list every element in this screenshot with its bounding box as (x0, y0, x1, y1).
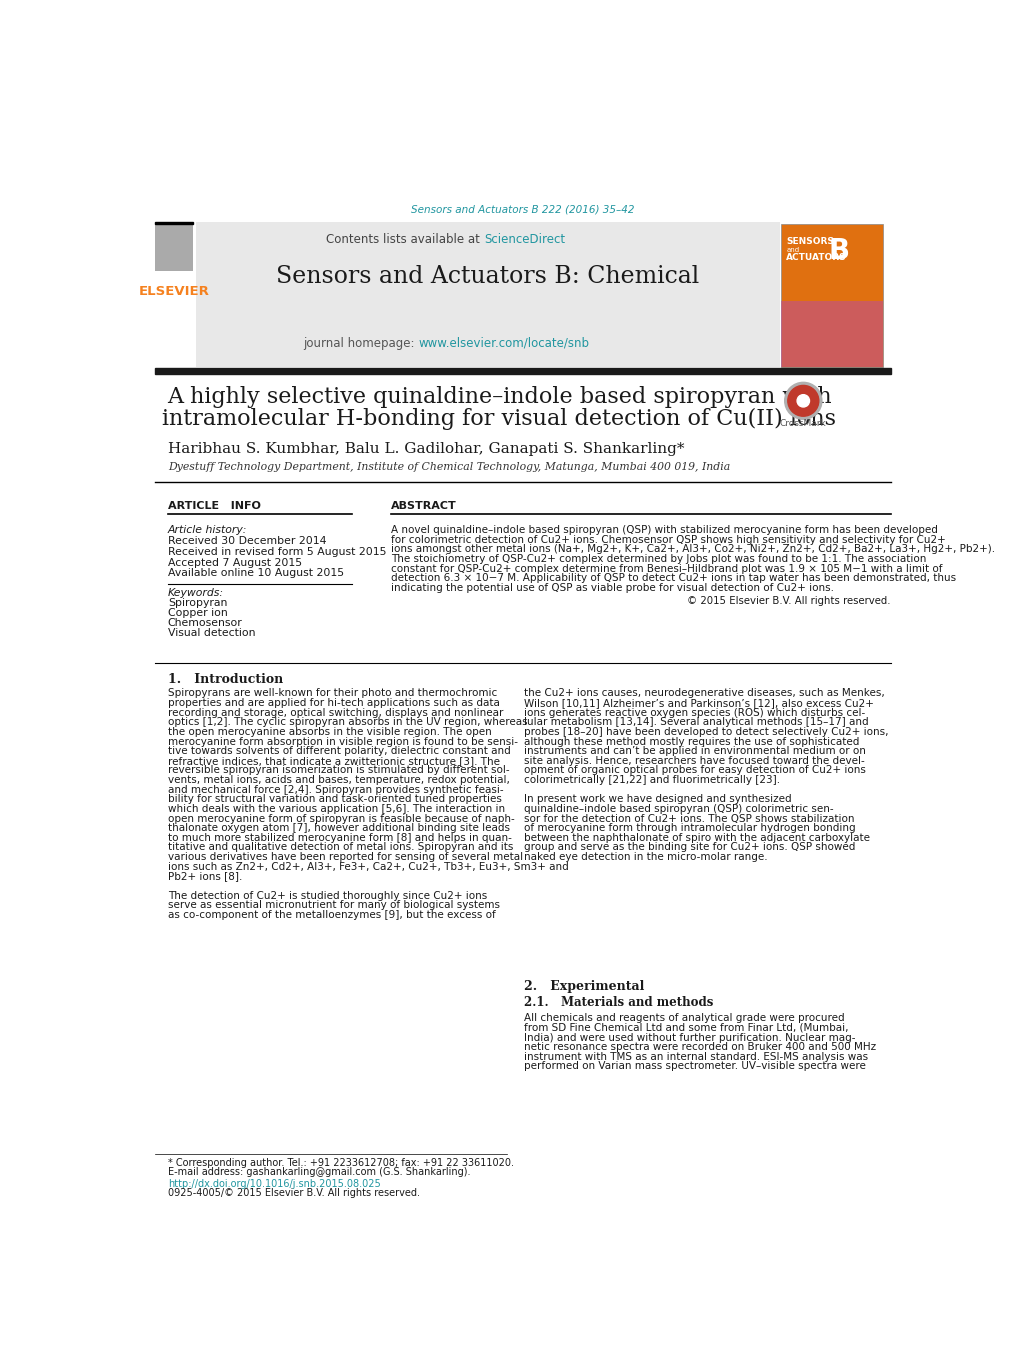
Text: reversible spiropyran isomerization is stimulated by different sol-: reversible spiropyran isomerization is s… (168, 766, 508, 775)
Bar (155, 222, 194, 224)
Text: open merocyanine form of spiropyran is feasible because of naph-: open merocyanine form of spiropyran is f… (168, 813, 514, 824)
Text: 0925-4005/© 2015 Elsevier B.V. All rights reserved.: 0925-4005/© 2015 Elsevier B.V. All right… (168, 1188, 420, 1198)
Text: group and serve as the binding site for Cu2+ ions. QSP showed: group and serve as the binding site for … (524, 843, 855, 852)
Text: optics [1,2]. The cyclic spiropyran absorbs in the UV region, whereas: optics [1,2]. The cyclic spiropyran abso… (168, 717, 527, 727)
Text: Received 30 December 2014: Received 30 December 2014 (168, 536, 326, 546)
Text: detection 6.3 × 10−7 M. Applicability of QSP to detect Cu2+ ions in tap water ha: detection 6.3 × 10−7 M. Applicability of… (390, 573, 955, 584)
Text: A novel quinaldine–indole based spiropyran (QSP) with stabilized merocyanine for: A novel quinaldine–indole based spiropyr… (390, 526, 936, 535)
Text: Visual detection: Visual detection (168, 628, 255, 639)
Text: Spiropyrans are well-known for their photo and thermochromic: Spiropyrans are well-known for their pho… (168, 689, 496, 698)
Text: Haribhau S. Kumbhar, Balu L. Gadilohar, Ganapati S. Shankarling*: Haribhau S. Kumbhar, Balu L. Gadilohar, … (168, 442, 684, 455)
Bar (155, 224, 194, 270)
Text: probes [18–20] have been developed to detect selectively Cu2+ ions,: probes [18–20] have been developed to de… (524, 727, 888, 736)
Text: instruments and can’t be applied in environmental medium or on: instruments and can’t be applied in envi… (524, 746, 865, 757)
Text: from SD Fine Chemical Ltd and some from Finar Ltd, (Mumbai,: from SD Fine Chemical Ltd and some from … (524, 1023, 848, 1034)
Text: Pb2+ ions [8].: Pb2+ ions [8]. (168, 871, 242, 881)
Text: performed on Varian mass spectrometer. UV–visible spectra were: performed on Varian mass spectrometer. U… (524, 1062, 865, 1071)
Text: ELSEVIER: ELSEVIER (139, 285, 209, 299)
Circle shape (787, 385, 818, 416)
Text: constant for QSP-Cu2+ complex determine from Benesi–Hildbrand plot was 1.9 × 105: constant for QSP-Cu2+ complex determine … (390, 563, 942, 574)
Text: Sensors and Actuators B 222 (2016) 35–42: Sensors and Actuators B 222 (2016) 35–42 (411, 205, 634, 215)
Text: Article history:: Article history: (168, 526, 247, 535)
Text: www.elsevier.com/locate/snb: www.elsevier.com/locate/snb (418, 336, 589, 350)
Text: 2.   Experimental: 2. Experimental (524, 979, 644, 993)
Text: * Corresponding author. Tel.: +91 2233612708; fax: +91 22 33611020.: * Corresponding author. Tel.: +91 223361… (168, 1158, 514, 1169)
Text: site analysis. Hence, researchers have focused toward the devel-: site analysis. Hence, researchers have f… (524, 755, 864, 766)
Text: titative and qualitative detection of metal ions. Spiropyran and its: titative and qualitative detection of me… (168, 843, 513, 852)
Text: naked eye detection in the micro-molar range.: naked eye detection in the micro-molar r… (524, 852, 767, 862)
Text: ACTUATORS: ACTUATORS (786, 253, 846, 262)
Text: Received in revised form 5 August 2015: Received in revised form 5 August 2015 (168, 547, 386, 557)
Text: Contents lists available at: Contents lists available at (326, 232, 484, 246)
Text: although these method mostly requires the use of sophisticated: although these method mostly requires th… (524, 736, 859, 747)
Text: ScienceDirect: ScienceDirect (484, 232, 565, 246)
Text: E-mail address: gashankarling@gmail.com (G.S. Shankarling).: E-mail address: gashankarling@gmail.com … (168, 1167, 470, 1177)
Text: CrossMark: CrossMark (780, 419, 825, 428)
Text: lular metabolism [13,14]. Several analytical methods [15–17] and: lular metabolism [13,14]. Several analyt… (524, 717, 868, 727)
Text: Copper ion: Copper ion (168, 608, 227, 619)
Text: Available online 10 August 2015: Available online 10 August 2015 (168, 569, 343, 578)
Text: Spiropyran: Spiropyran (168, 598, 227, 608)
Text: refractive indices, that indicate a zwitterionic structure [3]. The: refractive indices, that indicate a zwit… (168, 755, 499, 766)
Text: Wilson [10,11] Alzheimer’s and Parkinson’s [12], also excess Cu2+: Wilson [10,11] Alzheimer’s and Parkinson… (524, 698, 873, 708)
Text: Dyestuff Technology Department, Institute of Chemical Technology, Matunga, Mumba: Dyestuff Technology Department, Institut… (168, 462, 730, 471)
Bar (155, 369, 890, 374)
Text: bility for structural variation and task-oriented tuned properties: bility for structural variation and task… (168, 794, 501, 804)
Text: quinaldine–indole based spiropyran (QSP) colorimetric sen-: quinaldine–indole based spiropyran (QSP)… (524, 804, 834, 813)
Text: colorimetrically [21,22] and fluorimetrically [23].: colorimetrically [21,22] and fluorimetri… (524, 775, 780, 785)
Text: Sensors and Actuators B: Chemical: Sensors and Actuators B: Chemical (276, 265, 699, 288)
Text: journal homepage:: journal homepage: (303, 336, 418, 350)
Text: All chemicals and reagents of analytical grade were procured: All chemicals and reagents of analytical… (524, 1013, 844, 1023)
Text: Keywords:: Keywords: (168, 588, 223, 598)
Text: B: B (828, 236, 849, 265)
Text: tive towards solvents of different polarity, dielectric constant and: tive towards solvents of different polar… (168, 746, 511, 757)
Text: ABSTRACT: ABSTRACT (390, 500, 457, 511)
Bar (781, 301, 882, 367)
Text: netic resonance spectra were recorded on Bruker 400 and 500 MHz: netic resonance spectra were recorded on… (524, 1042, 875, 1052)
Text: between the naphthalonate of spiro with the adjacent carboxylate: between the naphthalonate of spiro with … (524, 832, 869, 843)
Text: instrument with TMS as an internal standard. ESI-MS analysis was: instrument with TMS as an internal stand… (524, 1052, 867, 1062)
Text: various derivatives have been reported for sensing of several metal: various derivatives have been reported f… (168, 852, 523, 862)
Text: the open merocyanine absorbs in the visible region. The open: the open merocyanine absorbs in the visi… (168, 727, 491, 736)
Text: intramolecular H-bonding for visual detection of Cu(II) ions: intramolecular H-bonding for visual dete… (162, 408, 836, 431)
Text: Chemosensor: Chemosensor (168, 619, 243, 628)
Text: merocyanine form absorption in visible region is found to be sensi-: merocyanine form absorption in visible r… (168, 736, 518, 747)
Text: ions such as Zn2+, Cd2+, Al3+, Fe3+, Ca2+, Cu2+, Tb3+, Eu3+, Sm3+ and: ions such as Zn2+, Cd2+, Al3+, Fe3+, Ca2… (168, 862, 568, 871)
Text: ions amongst other metal ions (Na+, Mg2+, K+, Ca2+, Al3+, Co2+, Ni2+, Zn2+, Cd2+: ions amongst other metal ions (Na+, Mg2+… (390, 544, 995, 554)
Text: The detection of Cu2+ is studied thoroughly since Cu2+ ions: The detection of Cu2+ is studied thoroug… (168, 890, 487, 901)
Text: 2.1.   Materials and methods: 2.1. Materials and methods (524, 997, 713, 1009)
Bar (196, 222, 780, 367)
Bar (781, 224, 882, 367)
Text: serve as essential micronutrient for many of biological systems: serve as essential micronutrient for man… (168, 900, 499, 911)
Text: vents, metal ions, acids and bases, temperature, redox potential,: vents, metal ions, acids and bases, temp… (168, 775, 510, 785)
Text: to much more stabilized merocyanine form [8] and helps in quan-: to much more stabilized merocyanine form… (168, 832, 512, 843)
Text: and: and (786, 247, 799, 253)
Text: http://dx.doi.org/10.1016/j.snb.2015.08.025: http://dx.doi.org/10.1016/j.snb.2015.08.… (168, 1179, 380, 1189)
Text: recording and storage, optical switching, displays and nonlinear: recording and storage, optical switching… (168, 708, 502, 717)
Text: properties and are applied for hi-tech applications such as data: properties and are applied for hi-tech a… (168, 698, 499, 708)
Text: of merocyanine form through intramolecular hydrogen bonding: of merocyanine form through intramolecul… (524, 823, 855, 834)
Text: The stoichiometry of QSP-Cu2+ complex determined by Jobs plot was found to be 1:: The stoichiometry of QSP-Cu2+ complex de… (390, 554, 925, 565)
Text: © 2015 Elsevier B.V. All rights reserved.: © 2015 Elsevier B.V. All rights reserved… (687, 596, 890, 605)
Text: A highly selective quinaldine–indole based spiropyran with: A highly selective quinaldine–indole bas… (167, 386, 832, 408)
Text: In present work we have designed and synthesized: In present work we have designed and syn… (524, 794, 791, 804)
Text: and mechanical force [2,4]. Spiropyran provides synthetic feasi-: and mechanical force [2,4]. Spiropyran p… (168, 785, 503, 794)
Text: ions generates reactive oxygen species (ROS) which disturbs cel-: ions generates reactive oxygen species (… (524, 708, 865, 717)
Text: which deals with the various application [5,6]. The interaction in: which deals with the various application… (168, 804, 504, 813)
Text: Accepted 7 August 2015: Accepted 7 August 2015 (168, 558, 302, 567)
Text: sor for the detection of Cu2+ ions. The QSP shows stabilization: sor for the detection of Cu2+ ions. The … (524, 813, 854, 824)
Text: indicating the potential use of QSP as viable probe for visual detection of Cu2+: indicating the potential use of QSP as v… (390, 582, 834, 593)
Text: opment of organic optical probes for easy detection of Cu2+ ions: opment of organic optical probes for eas… (524, 766, 865, 775)
Text: the Cu2+ ions causes, neurodegenerative diseases, such as Menkes,: the Cu2+ ions causes, neurodegenerative … (524, 689, 884, 698)
Circle shape (796, 394, 809, 407)
Text: India) and were used without further purification. Nuclear mag-: India) and were used without further pur… (524, 1032, 855, 1043)
Text: for colorimetric detection of Cu2+ ions. Chemosensor QSP shows high sensitivity : for colorimetric detection of Cu2+ ions.… (390, 535, 945, 544)
Text: SENSORS: SENSORS (786, 236, 834, 246)
Text: ARTICLE   INFO: ARTICLE INFO (168, 500, 261, 511)
Circle shape (784, 382, 821, 419)
Text: thalonate oxygen atom [7], however additional binding site leads: thalonate oxygen atom [7], however addit… (168, 823, 510, 834)
Text: 1.   Introduction: 1. Introduction (168, 673, 283, 686)
Text: as co-component of the metalloenzymes [9], but the excess of: as co-component of the metalloenzymes [9… (168, 909, 495, 920)
